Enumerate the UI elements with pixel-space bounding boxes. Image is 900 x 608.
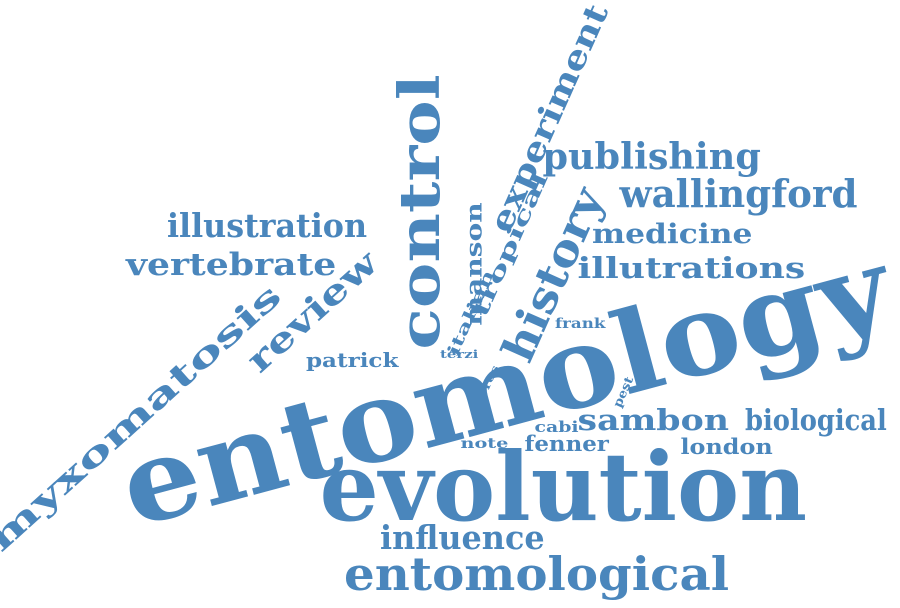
word-entomological: entomological [343, 547, 729, 601]
word-illutrations: illutrations [577, 250, 805, 285]
word-terzi: terzi [439, 347, 479, 361]
word-fenner: fenner [523, 430, 609, 456]
word-wallingford: wallingford [619, 171, 858, 216]
word-london: london [679, 433, 773, 459]
word-illustration: illustration [166, 205, 368, 245]
word-cabi: cabi [533, 417, 579, 436]
word-influence: influence [379, 517, 545, 557]
word-biological: biological [745, 402, 887, 437]
word-note: note [460, 436, 508, 452]
word-sambon: sambon [577, 402, 729, 437]
word-frank: frank [554, 316, 606, 332]
word-patrick: patrick [305, 348, 399, 372]
word-vertebrate: vertebrate [125, 246, 337, 283]
word-medicine: medicine [591, 218, 753, 250]
word-control: control [387, 74, 454, 350]
word-publishing: publishing [541, 136, 761, 178]
word-evolution: evolution [318, 431, 807, 543]
